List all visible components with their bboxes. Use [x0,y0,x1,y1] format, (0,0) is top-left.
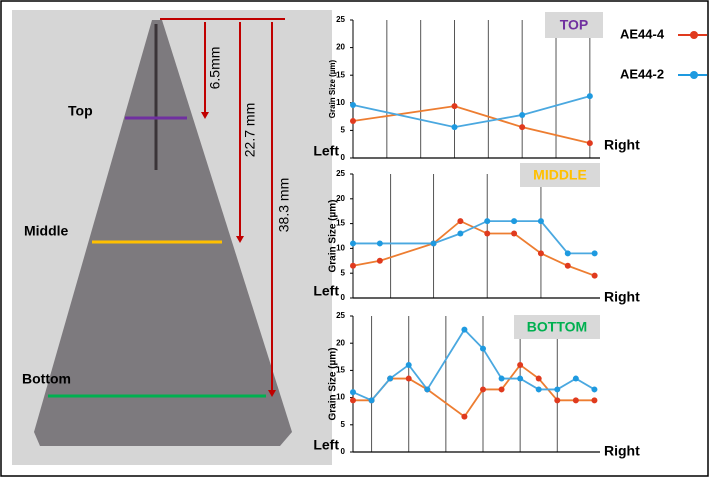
y-tick-label: 5 [341,126,346,135]
y-tick-label: 5 [341,268,346,277]
y-tick-label: 25 [336,15,345,24]
figure: Top Middle Bottom 6.5mm 22.7 mm 38.3 mm … [0,0,709,477]
dimension-label: 22.7 mm [242,103,258,157]
data-point [350,397,356,403]
data-point [592,250,598,256]
data-point [406,376,412,382]
dimension-label: 38.3 mm [276,178,292,232]
data-point [573,397,579,403]
data-point [480,386,486,392]
data-point [350,389,356,395]
data-point [511,231,517,237]
data-point [387,376,393,382]
data-point [565,263,571,269]
data-point [538,250,544,256]
x-label-left: Left [313,143,339,159]
data-point [484,218,490,224]
data-point [573,376,579,382]
legend-label: AE44-2 [620,66,664,81]
data-point [591,397,597,403]
data-point [499,386,505,392]
data-point [350,102,356,108]
y-tick-label: 25 [336,169,345,178]
data-point [554,386,560,392]
x-label-right: Right [604,443,640,459]
data-point [431,240,437,246]
y-tick-label: 20 [336,43,345,52]
data-point [536,386,542,392]
data-point [591,386,597,392]
data-point [452,124,458,130]
y-tick-label: 0 [341,293,346,302]
data-point [377,258,383,264]
y-tick-label: 0 [341,447,346,456]
chart-title: MIDDLE [533,167,587,183]
data-point [587,140,593,146]
x-label-left: Left [313,437,339,453]
data-point [424,386,430,392]
data-point [536,376,542,382]
data-point [517,362,523,368]
dimension-label: 6.5mm [207,47,223,90]
data-point [452,103,458,109]
data-point [484,231,490,237]
x-label-left: Left [313,283,339,299]
y-axis-label: Grain Size (µm) [328,200,339,273]
y-tick-label: 20 [336,338,345,347]
photo-label: Bottom [22,371,71,387]
data-point [511,218,517,224]
data-point [517,376,523,382]
data-point [519,124,525,130]
legend-marker [690,31,698,39]
data-point [519,112,525,118]
legend-label: AE44-4 [620,26,665,41]
y-axis-label: Grain Size (µm) [328,59,337,118]
y-tick-label: 15 [336,70,345,79]
data-point [461,414,467,420]
y-tick-label: 10 [336,98,345,107]
legend-marker [690,71,698,79]
data-point [565,250,571,256]
x-label-right: Right [604,289,640,305]
data-point [457,231,463,237]
data-point [587,93,593,99]
x-label-right: Right [604,137,640,153]
data-point [592,273,598,279]
data-point [499,376,505,382]
data-point [461,327,467,333]
photo-label: Middle [24,223,69,239]
y-axis-label: Grain Size (µm) [328,348,339,421]
chart-title: TOP [560,17,589,33]
y-tick-label: 5 [341,420,346,429]
page: Top Middle Bottom 6.5mm 22.7 mm 38.3 mm … [0,0,709,477]
data-point [538,218,544,224]
chart-title: BOTTOM [527,319,587,335]
data-point [480,346,486,352]
photo-label: Top [68,103,93,119]
y-tick-label: 0 [341,153,346,162]
photo: Top Middle Bottom 6.5mm 22.7 mm 38.3 mm [12,10,332,465]
data-point [369,397,375,403]
data-point [350,118,356,124]
data-point [406,362,412,368]
data-point [554,397,560,403]
data-point [350,240,356,246]
data-point [457,218,463,224]
data-point [377,240,383,246]
y-tick-label: 25 [336,311,345,320]
data-point [350,263,356,269]
